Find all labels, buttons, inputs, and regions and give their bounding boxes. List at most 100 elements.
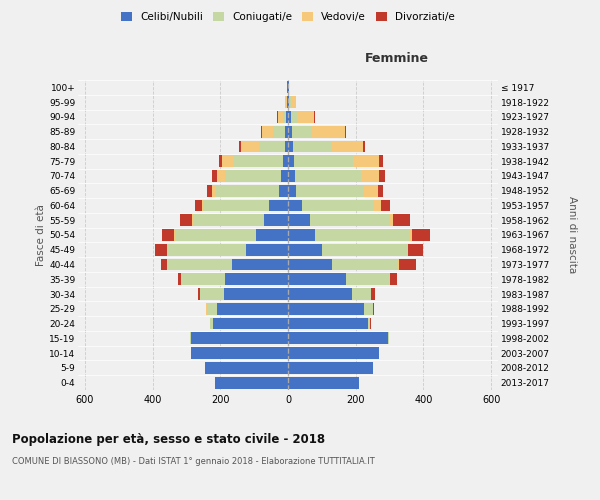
Bar [315,229,410,241]
Bar [288,126,292,138]
Bar [191,347,288,359]
Bar [294,156,353,167]
Bar [178,274,181,285]
Bar [216,185,278,196]
Bar [298,111,314,123]
Bar [264,214,288,226]
Bar [288,258,332,270]
Bar [180,214,192,226]
Bar [274,126,285,138]
Bar [288,318,368,330]
Bar [288,244,322,256]
Bar [412,229,430,241]
Bar [288,347,379,359]
Bar [168,258,232,270]
Bar [364,303,373,314]
Bar [207,303,217,314]
Bar [210,318,214,330]
Bar [239,140,241,152]
Bar [361,170,379,182]
Bar [226,170,281,182]
Bar [287,82,288,94]
Bar [399,258,416,270]
Bar [381,200,389,211]
Bar [200,288,224,300]
Bar [168,244,245,256]
Bar [259,140,284,152]
Bar [224,288,288,300]
Bar [245,244,288,256]
Text: Femmine: Femmine [365,52,429,64]
Bar [288,156,294,167]
Bar [332,140,362,152]
Bar [362,140,365,152]
Bar [390,274,397,285]
Bar [205,362,288,374]
Bar [291,96,296,108]
Bar [175,229,256,241]
Bar [344,126,346,138]
Bar [288,111,291,123]
Bar [174,229,175,241]
Bar [284,140,288,152]
Bar [277,111,278,123]
Bar [161,258,167,270]
Bar [288,200,302,211]
Legend: Celibi/Nubili, Coniugati/e, Vedovi/e, Divorziati/e: Celibi/Nubili, Coniugati/e, Vedovi/e, Di… [117,8,459,26]
Bar [283,156,288,167]
Bar [288,288,352,300]
Bar [379,156,383,167]
Bar [162,229,174,241]
Bar [181,274,226,285]
Bar [292,126,313,138]
Bar [407,244,423,256]
Bar [288,303,364,314]
Bar [322,244,407,256]
Bar [190,332,191,344]
Bar [288,170,295,182]
Text: COMUNE DI BIASSONO (MB) - Dati ISTAT 1° gennaio 2018 - Elaborazione TUTTITALIA.I: COMUNE DI BIASSONO (MB) - Dati ISTAT 1° … [12,458,375,466]
Bar [207,185,212,196]
Bar [203,200,269,211]
Bar [295,170,361,182]
Bar [232,258,288,270]
Bar [234,156,283,167]
Bar [226,274,288,285]
Bar [192,214,193,226]
Bar [288,274,346,285]
Text: Popolazione per età, sesso e stato civile - 2018: Popolazione per età, sesso e stato civil… [12,432,325,446]
Bar [371,288,375,300]
Bar [288,185,296,196]
Bar [278,111,283,123]
Bar [212,170,217,182]
Bar [202,200,203,211]
Bar [191,332,288,344]
Bar [287,96,288,108]
Bar [332,258,398,270]
Bar [241,140,259,152]
Bar [283,111,286,123]
Bar [388,332,389,344]
Bar [269,200,288,211]
Bar [368,318,370,330]
Y-axis label: Anni di nascita: Anni di nascita [566,196,577,274]
Bar [217,303,288,314]
Bar [195,200,202,211]
Bar [353,156,379,167]
Bar [373,303,374,314]
Bar [288,229,315,241]
Bar [214,318,288,330]
Bar [389,214,393,226]
Bar [215,376,288,388]
Bar [288,82,289,94]
Bar [314,111,315,123]
Bar [288,376,359,388]
Bar [393,214,410,226]
Bar [374,200,381,211]
Bar [302,200,374,211]
Bar [167,244,168,256]
Bar [310,214,389,226]
Bar [346,274,389,285]
Bar [289,96,291,108]
Bar [296,185,364,196]
